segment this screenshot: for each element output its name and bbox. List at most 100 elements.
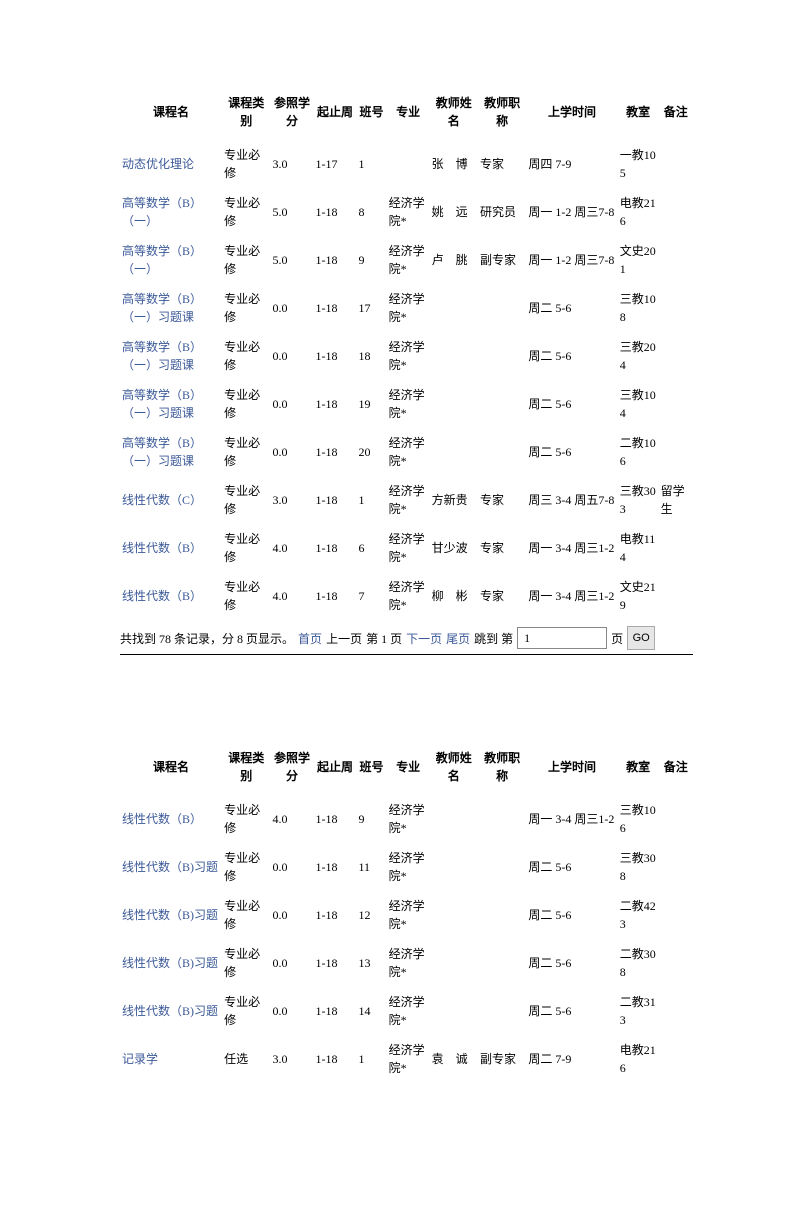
cell-week: 1-18 bbox=[314, 843, 357, 891]
course-link[interactable]: 线性代数（B） bbox=[122, 589, 202, 603]
table-row: 高等数学（B）（一）习题课专业必修0.01-1817经济学院*周二 5-6三教1… bbox=[120, 284, 693, 332]
course-link[interactable]: 高等数学（B）（一）习题课 bbox=[122, 292, 202, 324]
cell-credit: 0.0 bbox=[271, 332, 314, 380]
pager-last[interactable]: 尾页 bbox=[446, 630, 470, 647]
cell-room: 二教106 bbox=[618, 428, 659, 476]
cell-course: 线性代数（B)习题 bbox=[120, 843, 222, 891]
cell-course: 线性代数（B） bbox=[120, 795, 222, 843]
cell-major: 经济学院* bbox=[387, 795, 430, 843]
cell-tname: 卢 朓 bbox=[430, 236, 478, 284]
cell-tname: 方新贵 bbox=[430, 476, 478, 524]
cell-credit: 0.0 bbox=[271, 987, 314, 1035]
th-tname: 教师姓名 bbox=[430, 745, 478, 795]
th-note: 备注 bbox=[659, 745, 693, 795]
pager-page-suffix: 页 bbox=[611, 630, 623, 647]
cell-type: 专业必修 bbox=[222, 939, 270, 987]
cell-course: 线性代数（B)习题 bbox=[120, 891, 222, 939]
cell-note bbox=[659, 795, 693, 843]
cell-time: 周二 5-6 bbox=[526, 891, 617, 939]
cell-type: 专业必修 bbox=[222, 140, 270, 188]
pagination-bar: 共找到 78 条记录，分 8 页显示。 首页 上一页 第 1 页 下一页 尾页 … bbox=[120, 626, 693, 655]
cell-class: 20 bbox=[357, 428, 387, 476]
cell-note bbox=[659, 332, 693, 380]
table-row: 高等数学（B）（一）习题课专业必修0.01-1818经济学院*周二 5-6三教2… bbox=[120, 332, 693, 380]
cell-major: 经济学院* bbox=[387, 380, 430, 428]
course-link[interactable]: 高等数学（B）（一）习题课 bbox=[122, 388, 202, 420]
cell-major: 经济学院* bbox=[387, 476, 430, 524]
cell-major: 经济学院* bbox=[387, 939, 430, 987]
cell-type: 专业必修 bbox=[222, 572, 270, 620]
table-row: 线性代数（B)习题专业必修0.01-1812经济学院*周二 5-6二教423 bbox=[120, 891, 693, 939]
table-header: 课程名 课程类别 参照学分 起止周 班号 专业 教师姓名 教师职称 上学时间 教… bbox=[120, 745, 693, 795]
table-row: 线性代数（B）专业必修4.01-186经济学院*甘少波专家周一 3-4 周三1-… bbox=[120, 524, 693, 572]
course-link[interactable]: 高等数学（B）（一）习题课 bbox=[122, 340, 202, 372]
cell-time: 周三 3-4 周五7-8 bbox=[526, 476, 617, 524]
cell-major: 经济学院* bbox=[387, 891, 430, 939]
course-link[interactable]: 线性代数（B） bbox=[122, 812, 202, 826]
course-link[interactable]: 线性代数（B)习题 bbox=[122, 956, 218, 970]
cell-room: 二教423 bbox=[618, 891, 659, 939]
cell-week: 1-18 bbox=[314, 1035, 357, 1083]
cell-major: 经济学院* bbox=[387, 284, 430, 332]
course-link[interactable]: 线性代数（C） bbox=[122, 493, 202, 507]
cell-class: 18 bbox=[357, 332, 387, 380]
cell-room: 三教104 bbox=[618, 380, 659, 428]
cell-course: 线性代数（B)习题 bbox=[120, 987, 222, 1035]
cell-course: 高等数学（B）（一）习题课 bbox=[120, 428, 222, 476]
cell-week: 1-18 bbox=[314, 524, 357, 572]
cell-credit: 3.0 bbox=[271, 1035, 314, 1083]
cell-tname bbox=[430, 891, 478, 939]
course-link[interactable]: 记录学 bbox=[122, 1052, 158, 1066]
course-link[interactable]: 高等数学（B）（一）习题课 bbox=[122, 436, 202, 468]
course-link[interactable]: 动态优化理论 bbox=[122, 157, 194, 171]
cell-note bbox=[659, 188, 693, 236]
course-link[interactable]: 线性代数（B） bbox=[122, 541, 202, 555]
cell-course: 线性代数（B） bbox=[120, 572, 222, 620]
cell-credit: 0.0 bbox=[271, 891, 314, 939]
cell-time: 周一 1-2 周三7-8 bbox=[526, 236, 617, 284]
course-link[interactable]: 高等数学（B）（一） bbox=[122, 196, 202, 228]
cell-tname bbox=[430, 380, 478, 428]
cell-ttitle bbox=[478, 891, 526, 939]
course-link[interactable]: 线性代数（B)习题 bbox=[122, 1004, 218, 1018]
table-header: 课程名 课程类别 参照学分 起止周 班号 专业 教师姓名 教师职称 上学时间 教… bbox=[120, 90, 693, 140]
cell-ttitle bbox=[478, 332, 526, 380]
cell-note bbox=[659, 428, 693, 476]
cell-class: 8 bbox=[357, 188, 387, 236]
cell-note bbox=[659, 939, 693, 987]
pager-go-button[interactable]: GO bbox=[627, 626, 655, 650]
cell-type: 专业必修 bbox=[222, 428, 270, 476]
cell-week: 1-18 bbox=[314, 572, 357, 620]
cell-class: 1 bbox=[357, 476, 387, 524]
cell-major: 经济学院* bbox=[387, 572, 430, 620]
table-row: 记录学任选3.01-181经济学院*袁 诚副专家周二 7-9电教216 bbox=[120, 1035, 693, 1083]
cell-time: 周二 5-6 bbox=[526, 284, 617, 332]
cell-credit: 3.0 bbox=[271, 140, 314, 188]
pager-first[interactable]: 首页 bbox=[298, 630, 322, 647]
pager-next[interactable]: 下一页 bbox=[406, 630, 442, 647]
cell-course: 动态优化理论 bbox=[120, 140, 222, 188]
cell-credit: 4.0 bbox=[271, 572, 314, 620]
cell-class: 17 bbox=[357, 284, 387, 332]
table-row: 高等数学（B）（一）习题课专业必修0.01-1819经济学院*周二 5-6三教1… bbox=[120, 380, 693, 428]
cell-room: 文史201 bbox=[618, 236, 659, 284]
course-link[interactable]: 高等数学（B）（一） bbox=[122, 244, 202, 276]
cell-class: 19 bbox=[357, 380, 387, 428]
cell-tname: 张 博 bbox=[430, 140, 478, 188]
cell-class: 6 bbox=[357, 524, 387, 572]
course-link[interactable]: 线性代数（B)习题 bbox=[122, 908, 218, 922]
cell-week: 1-18 bbox=[314, 891, 357, 939]
cell-week: 1-18 bbox=[314, 428, 357, 476]
cell-ttitle bbox=[478, 428, 526, 476]
cell-type: 专业必修 bbox=[222, 188, 270, 236]
cell-room: 文史219 bbox=[618, 572, 659, 620]
cell-time: 周四 7-9 bbox=[526, 140, 617, 188]
course-table-1: 课程名 课程类别 参照学分 起止周 班号 专业 教师姓名 教师职称 上学时间 教… bbox=[120, 90, 693, 620]
cell-type: 专业必修 bbox=[222, 891, 270, 939]
cell-time: 周一 3-4 周三1-2 bbox=[526, 795, 617, 843]
pager-page-input[interactable] bbox=[517, 627, 607, 649]
cell-tname bbox=[430, 428, 478, 476]
cell-room: 三教108 bbox=[618, 284, 659, 332]
course-link[interactable]: 线性代数（B)习题 bbox=[122, 860, 218, 874]
cell-class: 13 bbox=[357, 939, 387, 987]
